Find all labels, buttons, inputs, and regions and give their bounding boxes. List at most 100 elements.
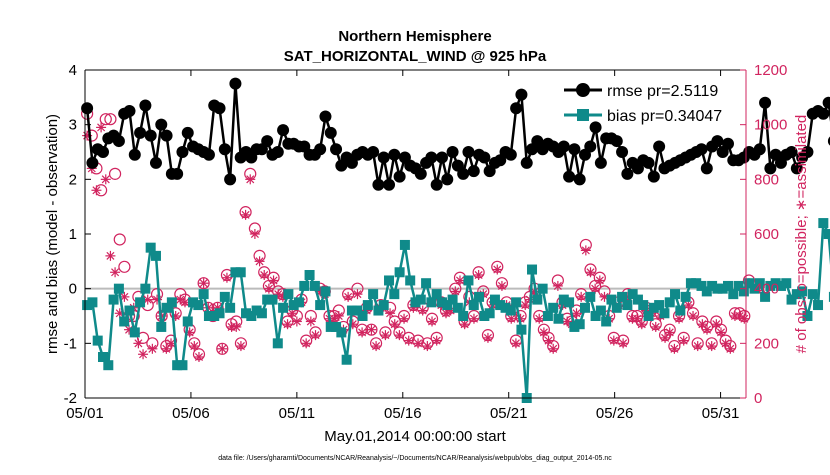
- assimilated-obs-marker: [240, 209, 251, 220]
- assimilated-obs-marker: [291, 316, 302, 327]
- bias-point: [246, 311, 257, 321]
- rmse-point: [721, 137, 734, 150]
- chart-subtitle: SAT_HORIZONTAL_WIND @ 925 hPa: [284, 48, 547, 65]
- assimilated-obs-marker: [674, 313, 685, 324]
- y-left-tick-label: 1: [69, 226, 77, 243]
- assimilated-obs-marker: [105, 250, 116, 261]
- possible-obs-marker: [365, 323, 378, 336]
- assimilated-obs-marker: [380, 330, 391, 341]
- assimilated-obs-marker: [399, 313, 410, 324]
- rmse-point: [647, 170, 660, 183]
- y-left-tick-label: 2: [69, 171, 77, 188]
- bias-point: [585, 291, 596, 302]
- legend-rmse-label: rmse pr=2.5119: [607, 83, 718, 100]
- bias-point: [415, 294, 426, 305]
- legend-bias-label: bias pr=0.34047: [607, 108, 722, 125]
- bias-point: [113, 283, 124, 294]
- assimilated-obs-marker: [543, 335, 554, 346]
- bias-point: [511, 297, 522, 308]
- bias-point: [262, 294, 273, 305]
- bias-point: [738, 286, 749, 297]
- assimilated-obs-marker: [552, 280, 563, 291]
- rmse-point: [176, 146, 189, 158]
- bias-point: [590, 311, 601, 321]
- assimilated-obs-marker: [739, 313, 750, 324]
- assimilated-obs-marker: [468, 313, 479, 324]
- bias-point: [765, 280, 776, 291]
- assimilated-obs-marker: [618, 338, 629, 349]
- bias-point: [611, 302, 622, 313]
- bias-point: [203, 311, 214, 321]
- possible-obs-marker: [118, 260, 131, 273]
- bias-point: [717, 283, 728, 294]
- rmse-point: [149, 156, 162, 169]
- assimilated-obs-marker: [96, 122, 107, 133]
- bias-point: [362, 300, 373, 311]
- rmse-point: [520, 156, 533, 169]
- bias-point: [670, 289, 681, 300]
- assimilated-obs-marker: [138, 349, 149, 360]
- rmse-point: [801, 146, 814, 158]
- bias-point: [579, 302, 590, 313]
- bias-point: [775, 280, 786, 291]
- bias-point: [569, 321, 580, 332]
- possible-obs-marker: [99, 113, 112, 126]
- assimilated-obs-marker: [510, 338, 521, 349]
- bias-point: [696, 280, 707, 291]
- bias-point: [495, 300, 506, 311]
- y-right-tick-label: 400: [754, 281, 779, 298]
- bias-point: [145, 242, 156, 253]
- assimilated-obs-marker: [692, 341, 703, 352]
- legend-bias-marker: [577, 109, 589, 121]
- bias-point: [807, 289, 818, 300]
- bias-point: [209, 311, 220, 321]
- rmse-point: [817, 107, 830, 120]
- rmse-point: [700, 162, 713, 175]
- bias-point: [707, 280, 718, 291]
- bias-point: [606, 294, 617, 305]
- assimilated-obs-marker: [198, 278, 209, 289]
- rmse-point: [584, 140, 597, 153]
- assimilated-obs-marker: [725, 343, 736, 354]
- bias-point: [156, 321, 167, 332]
- bias-point: [103, 360, 114, 371]
- bias-point: [87, 297, 98, 308]
- assimilated-obs-marker: [585, 267, 596, 278]
- bias-point: [225, 302, 236, 313]
- bias-point: [558, 294, 569, 305]
- chart-title: Northern Hemisphere: [338, 28, 491, 45]
- rmse-point: [261, 135, 274, 148]
- assimilated-obs-marker: [217, 343, 228, 354]
- rmse-point: [139, 99, 152, 112]
- bias-point: [553, 313, 564, 324]
- bias-point: [341, 354, 352, 365]
- rmse-point: [568, 143, 581, 156]
- bias-point: [722, 280, 733, 291]
- bias-point: [627, 289, 638, 300]
- assimilated-obs-marker: [147, 343, 158, 354]
- bias-point: [378, 300, 389, 311]
- bias-point: [129, 327, 140, 338]
- rmse-point: [610, 135, 623, 148]
- x-tick-label: 05/11: [279, 405, 315, 422]
- bias-point: [728, 289, 739, 300]
- y-left-tick-label: 3: [69, 117, 77, 134]
- possible-obs-marker: [104, 113, 117, 126]
- rmse-point: [822, 96, 830, 109]
- y-right-tick-label: 1000: [754, 117, 787, 134]
- assimilated-obs-marker: [413, 338, 424, 349]
- assimilated-obs-marker: [608, 335, 619, 346]
- rmse-point: [711, 135, 724, 148]
- rmse-point: [393, 170, 406, 183]
- bias-point: [278, 302, 289, 313]
- assimilated-obs-marker: [352, 289, 363, 300]
- assimilated-obs-marker: [594, 275, 605, 286]
- assimilated-obs-marker: [366, 324, 377, 335]
- bias-point: [828, 291, 830, 302]
- possible-obs-marker: [216, 342, 229, 355]
- bias-point: [352, 305, 363, 316]
- assimilated-obs-marker: [427, 316, 438, 327]
- y-right-tick-label: 200: [754, 335, 779, 352]
